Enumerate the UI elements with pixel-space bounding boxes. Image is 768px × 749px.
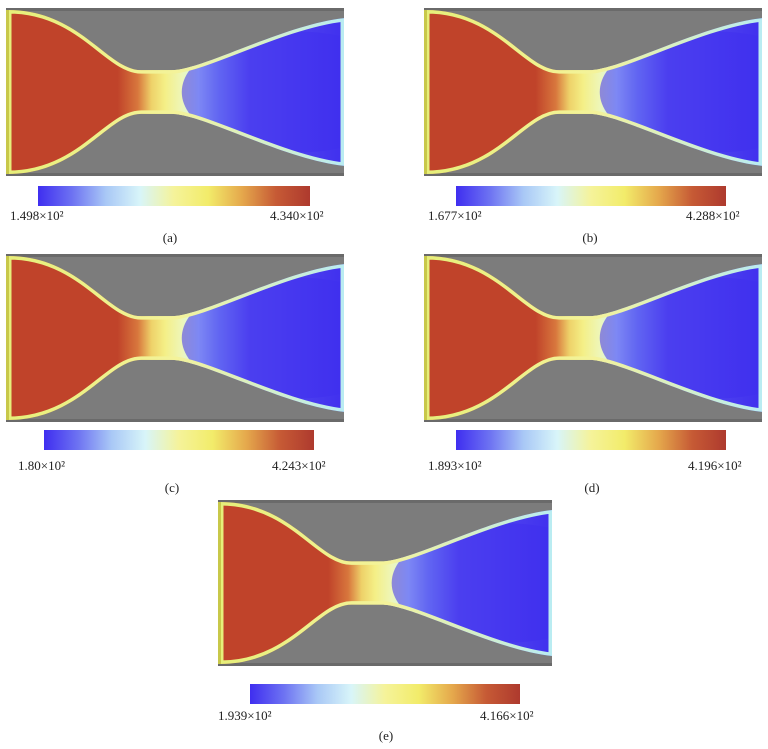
colorbar-b: [456, 186, 726, 206]
colorbar-min-label-b: 1.677×10²: [428, 208, 482, 223]
colorbar-gradient: [44, 430, 314, 450]
frame-top: [6, 8, 344, 11]
frame-bottom: [6, 173, 344, 176]
panel-e: [218, 500, 552, 666]
colorbar-d: [456, 430, 726, 450]
inlet-boundary: [6, 10, 9, 174]
colorbar-max-label-b: 4.288×10²: [686, 208, 740, 223]
colorbar-a: [38, 186, 310, 206]
frame-bottom: [424, 173, 762, 176]
panel-d: [424, 254, 762, 422]
plume-core: [181, 277, 344, 399]
frame-top: [424, 8, 762, 11]
nozzle-contour-a: [6, 8, 344, 176]
panel-label-a: (a): [162, 230, 178, 245]
panel-label-e: (e): [378, 728, 394, 743]
nozzle-contour-c: [6, 254, 344, 422]
frame-bottom: [6, 419, 344, 422]
frame-bottom: [218, 663, 552, 666]
plume-core: [599, 277, 762, 399]
panel-b: [424, 8, 762, 176]
colorbar-max-label-c: 4.243×10²: [272, 458, 326, 473]
panel-label-b: (b): [582, 230, 598, 245]
colorbar-max-label-e: 4.166×10²: [480, 708, 534, 723]
colorbar-gradient: [456, 430, 726, 450]
nozzle-contour-d: [424, 254, 762, 422]
colorbar-min-label-e: 1.939×10²: [218, 708, 272, 723]
colorbar-gradient: [38, 186, 310, 206]
inlet-boundary: [218, 502, 221, 664]
frame-top: [6, 254, 344, 257]
frame-top: [424, 254, 762, 257]
frame-bottom: [424, 419, 762, 422]
plume-core: [391, 523, 552, 643]
inlet-boundary: [424, 256, 427, 420]
colorbar-min-label-a: 1.498×10²: [10, 208, 64, 223]
frame-top: [218, 500, 552, 503]
colorbar-max-label-a: 4.340×10²: [270, 208, 324, 223]
inlet-boundary: [6, 256, 9, 420]
plume-core: [181, 31, 344, 153]
colorbar-min-label-c: 1.80×10²: [18, 458, 65, 473]
colorbar-min-label-d: 1.893×10²: [428, 458, 482, 473]
colorbar-gradient: [250, 684, 520, 704]
inlet-boundary: [424, 10, 427, 174]
colorbar-c: [44, 430, 314, 450]
nozzle-contour-b: [424, 8, 762, 176]
colorbar-max-label-d: 4.196×10²: [688, 458, 742, 473]
colorbar-e: [250, 684, 520, 704]
nozzle-contour-e: [218, 500, 552, 666]
panel-a: [6, 8, 344, 176]
plume-core: [599, 31, 762, 153]
panel-label-c: (c): [164, 480, 180, 495]
panel-label-d: (d): [584, 480, 600, 495]
colorbar-gradient: [456, 186, 726, 206]
panel-c: [6, 254, 344, 422]
